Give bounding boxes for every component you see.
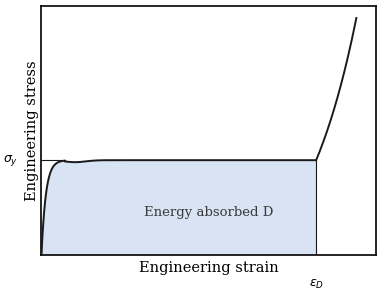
Text: Energy absorbed D: Energy absorbed D	[144, 206, 274, 219]
Text: $\sigma_y$: $\sigma_y$	[3, 153, 18, 168]
Polygon shape	[42, 160, 316, 255]
Y-axis label: Engineering stress: Engineering stress	[25, 60, 39, 201]
Text: $\varepsilon_D$: $\varepsilon_D$	[309, 278, 324, 290]
X-axis label: Engineering strain: Engineering strain	[139, 260, 279, 275]
